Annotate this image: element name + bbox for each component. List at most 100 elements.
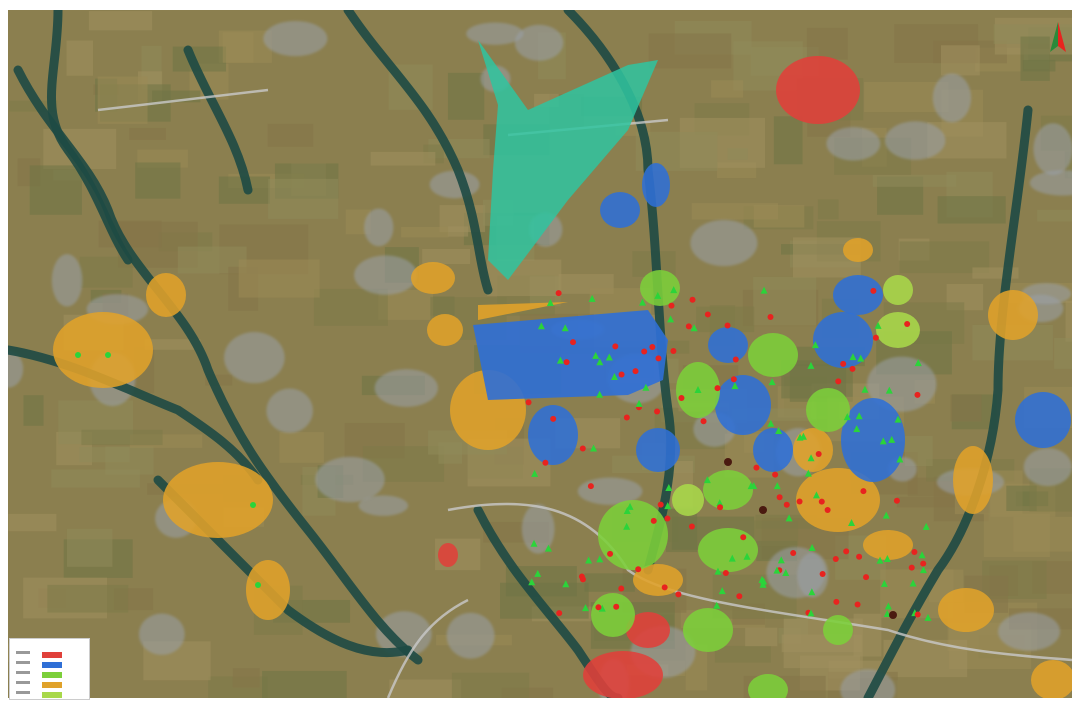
green-marker[interactable] [888, 435, 896, 443]
green-marker[interactable] [667, 315, 675, 323]
red-marker[interactable] [815, 450, 822, 457]
red-marker[interactable] [689, 296, 696, 303]
green-marker[interactable] [530, 539, 538, 547]
green-marker[interactable] [884, 602, 892, 610]
orange-zone[interactable] [411, 262, 455, 294]
red-marker[interactable] [911, 549, 918, 556]
red-marker[interactable] [675, 591, 682, 598]
red-marker[interactable] [700, 418, 707, 425]
orange-zone[interactable] [938, 588, 994, 632]
red-marker[interactable] [893, 497, 900, 504]
red-marker[interactable] [722, 569, 729, 576]
red-marker[interactable] [914, 611, 921, 618]
red-marker[interactable] [835, 378, 842, 385]
orange-zone[interactable] [478, 302, 568, 320]
blue-zone[interactable] [708, 327, 748, 363]
green-marker[interactable] [561, 324, 569, 332]
red-marker[interactable] [819, 571, 826, 578]
red-marker[interactable] [904, 321, 911, 328]
red-marker[interactable] [612, 343, 619, 350]
green-zone[interactable] [806, 388, 850, 432]
dark-marker[interactable] [889, 611, 897, 619]
road[interactable] [386, 598, 469, 698]
green-marker[interactable] [807, 454, 815, 462]
river[interactable] [47, 10, 133, 265]
green-marker[interactable] [919, 566, 927, 574]
red-marker[interactable] [704, 311, 711, 318]
green-zone[interactable] [748, 333, 798, 377]
orange-zone[interactable] [633, 564, 683, 596]
red-zone[interactable] [626, 612, 670, 648]
green-marker[interactable] [654, 291, 662, 299]
orange-zone[interactable] [53, 312, 153, 388]
green-marker[interactable] [588, 294, 596, 302]
red-marker[interactable] [818, 498, 825, 505]
red-marker[interactable] [772, 471, 779, 478]
green-marker[interactable] [807, 609, 815, 617]
red-marker[interactable] [776, 494, 783, 501]
green-marker[interactable] [782, 569, 790, 577]
green-marker[interactable] [775, 427, 783, 435]
red-marker[interactable] [632, 368, 639, 375]
light-green-zone[interactable] [883, 275, 913, 305]
green-marker[interactable] [605, 353, 613, 361]
green-marker[interactable] [556, 356, 564, 364]
red-marker[interactable] [863, 574, 870, 581]
red-marker[interactable] [843, 548, 850, 555]
river[interactable] [183, 45, 253, 195]
red-marker[interactable] [635, 566, 642, 573]
green-marker[interactable] [918, 551, 926, 559]
river[interactable] [343, 10, 493, 295]
green-marker[interactable] [596, 358, 604, 366]
light-green-zone[interactable] [876, 312, 920, 348]
green-marker[interactable] [544, 544, 552, 552]
green-marker[interactable] [785, 514, 793, 522]
green-marker[interactable] [882, 511, 890, 519]
red-marker[interactable] [678, 395, 685, 402]
green-marker[interactable] [760, 577, 768, 585]
red-marker[interactable] [856, 553, 863, 560]
orange-zone[interactable] [863, 530, 913, 560]
green-marker[interactable] [861, 385, 869, 393]
blue-zone[interactable] [813, 312, 873, 368]
red-marker[interactable] [688, 523, 695, 530]
red-marker[interactable] [832, 555, 839, 562]
orange-zone[interactable] [246, 560, 290, 620]
red-marker[interactable] [833, 598, 840, 605]
green-marker[interactable] [585, 556, 593, 564]
green-marker[interactable] [855, 412, 863, 420]
green-marker[interactable] [811, 341, 819, 349]
red-marker[interactable] [618, 371, 625, 378]
red-marker[interactable] [796, 498, 803, 505]
green-marker[interactable] [703, 476, 711, 484]
red-marker[interactable] [730, 376, 737, 383]
blue-zone[interactable] [833, 275, 883, 315]
road[interactable] [447, 502, 1072, 662]
green-marker[interactable] [896, 455, 904, 463]
green-marker[interactable] [592, 351, 600, 359]
green-marker[interactable] [777, 556, 785, 564]
red-marker[interactable] [740, 534, 747, 541]
dark-marker[interactable] [759, 506, 767, 514]
green-marker[interactable] [626, 502, 634, 510]
blue-zone[interactable] [642, 163, 670, 207]
blue-zone[interactable] [636, 428, 680, 472]
green-zone[interactable] [683, 608, 733, 652]
orange-zone[interactable] [1031, 660, 1072, 698]
green-marker[interactable] [596, 555, 604, 563]
red-marker[interactable] [872, 334, 879, 341]
red-marker[interactable] [649, 343, 656, 350]
green-marker[interactable] [883, 554, 891, 562]
green-marker[interactable] [105, 352, 111, 358]
red-marker[interactable] [870, 287, 877, 294]
green-zone[interactable] [748, 674, 788, 698]
orange-zone[interactable] [146, 273, 186, 317]
green-marker[interactable] [767, 419, 775, 427]
green-marker[interactable] [596, 390, 604, 398]
light-green-zone[interactable] [672, 484, 704, 516]
green-marker[interactable] [590, 444, 598, 452]
green-marker[interactable] [924, 613, 932, 621]
green-zone[interactable] [703, 470, 753, 510]
green-zone[interactable] [591, 593, 635, 637]
red-marker[interactable] [650, 517, 657, 524]
